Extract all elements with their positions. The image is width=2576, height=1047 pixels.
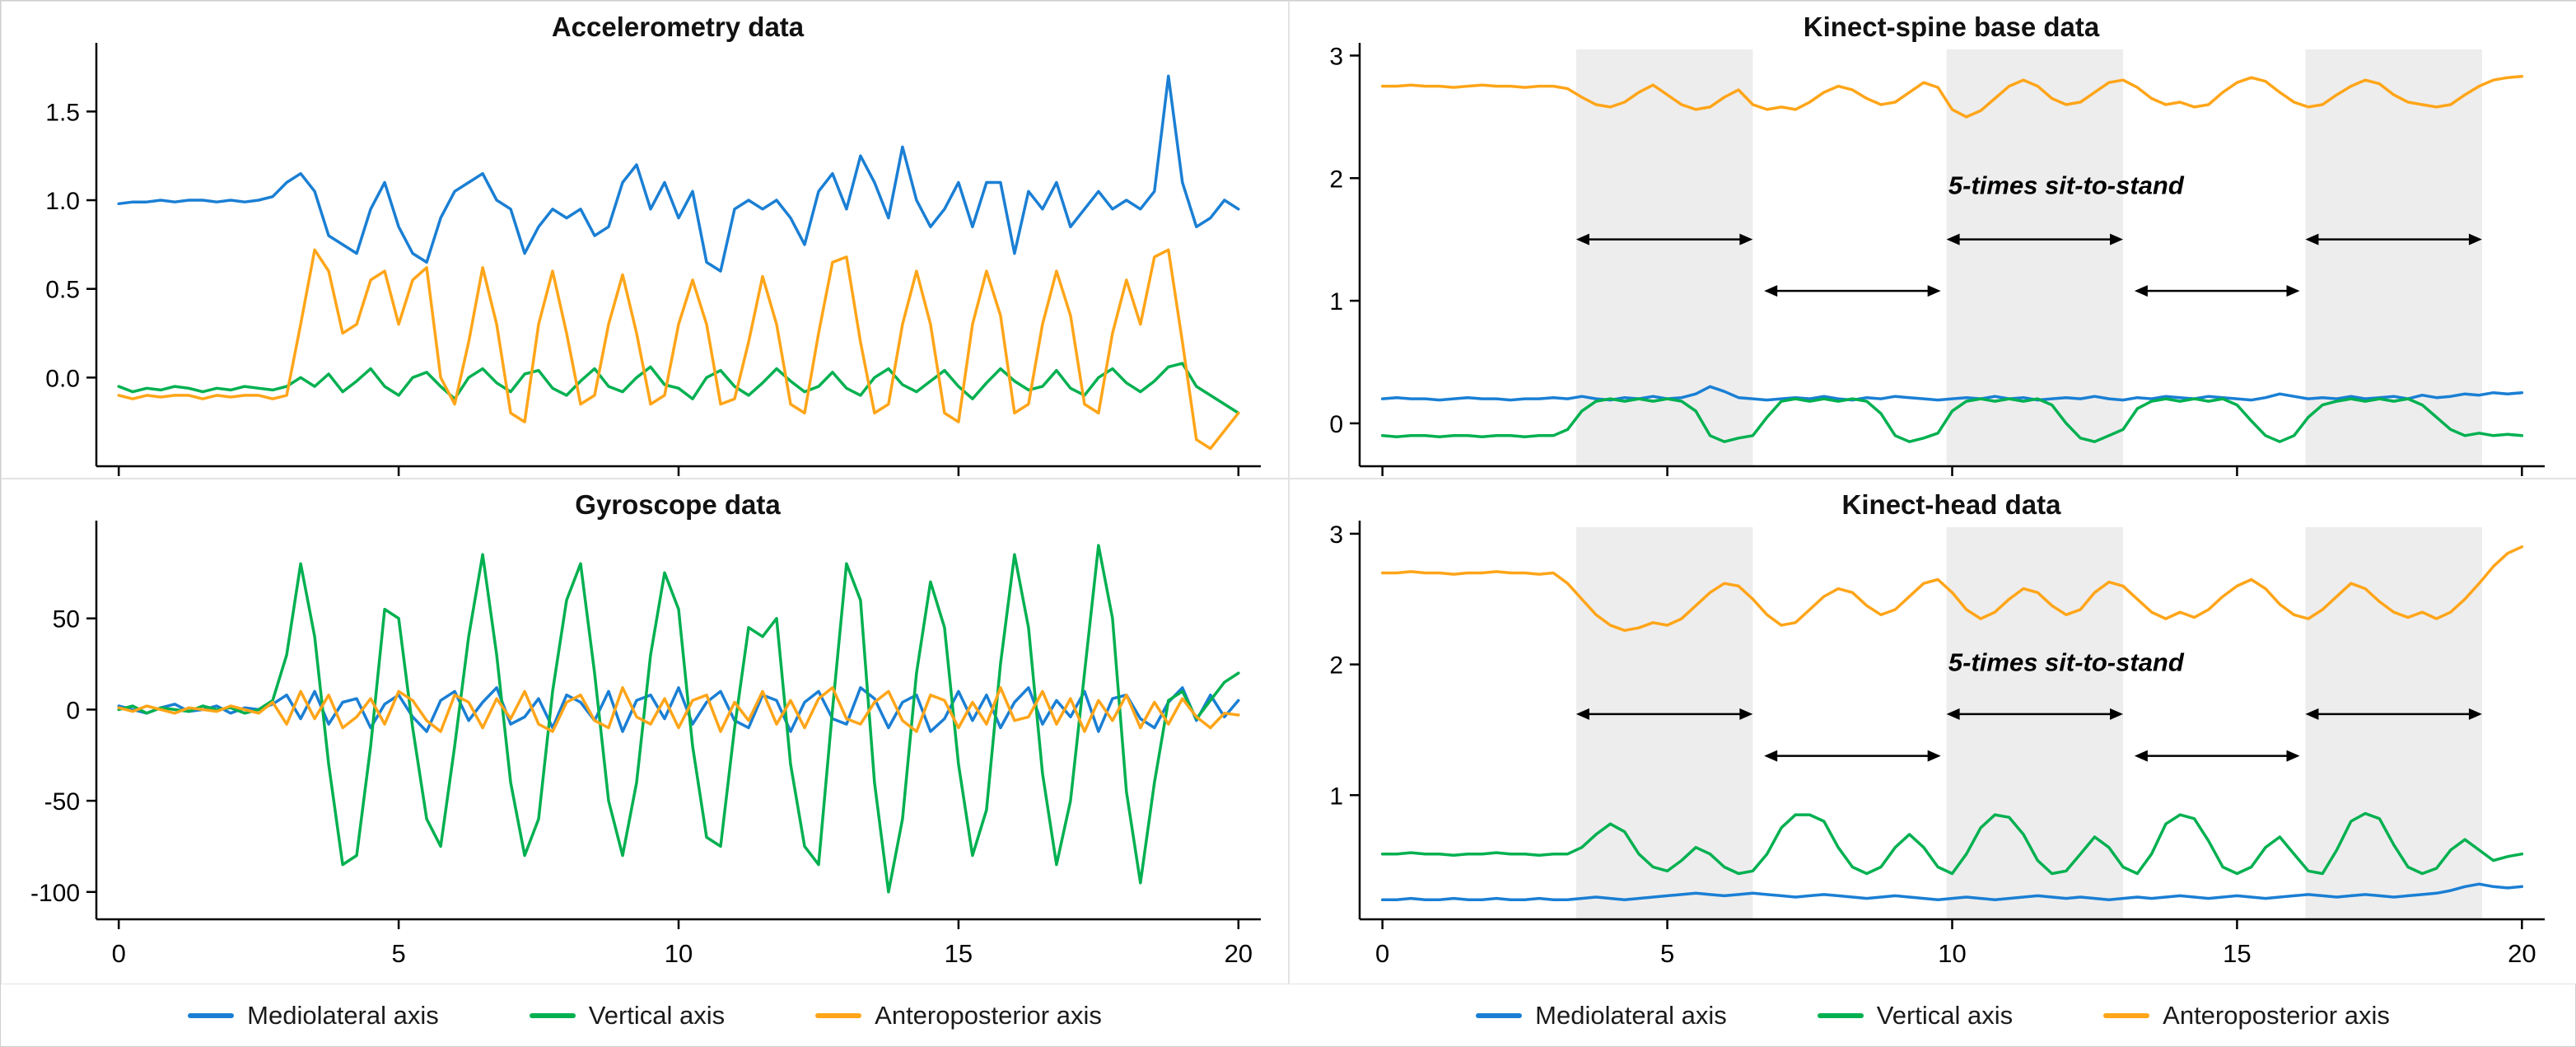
- mediolateral-legend-label: Mediolateral axis: [1535, 1000, 1727, 1030]
- accelerometry-title: Accelerometry data: [551, 12, 805, 42]
- anteroposterior-legend-label: Anteroposterior axis: [2163, 1000, 2390, 1030]
- legend-item-anteroposterior: Anteroposterior axis: [2103, 1001, 2390, 1031]
- svg-text:0: 0: [66, 697, 80, 724]
- svg-text:5-times sit-to-stand: 5-times sit-to-stand: [1948, 648, 2185, 677]
- legend-item-vertical: Vertical axis: [529, 1000, 726, 1031]
- svg-text:15: 15: [945, 939, 973, 968]
- vertical-line-swatch: [529, 1012, 576, 1018]
- mediolateral-line-swatch: [188, 1012, 235, 1018]
- kinect-head-plot: 1 2 3 0 5 10 15 20 5-times sit-to-stand: [1329, 521, 2545, 968]
- legend-kinect: Mediolateral axis Vertical axis Anteropo…: [1289, 984, 2576, 1046]
- chart-kinect-spine-base: Kinect-spine base data 0 1 2 3 5-times sit-t…: [1289, 1, 2576, 479]
- svg-text:0.0: 0.0: [45, 365, 80, 392]
- svg-text:1: 1: [1329, 783, 1343, 810]
- kinect-head-title: Kinect-head data: [1841, 489, 2061, 520]
- svg-text:20: 20: [2508, 939, 2536, 968]
- svg-text:0: 0: [1329, 411, 1343, 438]
- kinect-spine-base-title: Kinect-spine base data: [1803, 12, 2100, 42]
- vertical-legend-label: Vertical axis: [588, 1000, 726, 1030]
- accelerometry-plot: 0.0 0.5 1.0 1.5: [45, 43, 1261, 476]
- anteroposterior-line-swatch: [2103, 1012, 2150, 1018]
- svg-text:0.5: 0.5: [45, 277, 80, 304]
- legend-item-vertical: Vertical axis: [1817, 1000, 2014, 1031]
- column-kinect: Kinect-spine base data 0 1 2 3 5-times sit-t…: [1289, 1, 2576, 1046]
- vertical-legend-label: Vertical axis: [1876, 1000, 2014, 1030]
- legend-item-mediolateral: Mediolateral axis: [188, 1001, 439, 1031]
- legend-item-mediolateral: Mediolateral axis: [1476, 1001, 1727, 1031]
- svg-text:15: 15: [2223, 939, 2251, 968]
- mediolateral-line-swatch: [1476, 1012, 1523, 1018]
- anteroposterior-legend-label: Anteroposterior axis: [875, 1000, 1102, 1030]
- anteroposterior-line-swatch: [815, 1012, 862, 1018]
- svg-text:1.0: 1.0: [45, 188, 80, 215]
- svg-text:3: 3: [1329, 43, 1343, 70]
- chart-accelerometry: Accelerometry data 0.0 0.5 1.0 1.5: [1, 1, 1289, 479]
- svg-text:10: 10: [1938, 939, 1966, 968]
- svg-text:5: 5: [1660, 939, 1674, 968]
- svg-text:-100: -100: [30, 880, 80, 907]
- legend-wearable: Mediolateral axis Vertical axis Anteropo…: [1, 984, 1289, 1046]
- mediolateral-legend-label: Mediolateral axis: [247, 1000, 439, 1030]
- gyroscope-plot: -100 -50 0 50 0 5 10 15 20: [30, 521, 1261, 968]
- svg-text:50: 50: [53, 606, 80, 633]
- svg-text:1.5: 1.5: [45, 99, 80, 126]
- svg-text:5: 5: [391, 939, 405, 968]
- svg-text:10: 10: [665, 939, 693, 968]
- svg-text:0: 0: [112, 939, 126, 968]
- kinect-spine-base-plot: 0 1 2 3 5-times sit-to-stand: [1329, 43, 2545, 476]
- vertical-line-swatch: [1817, 1012, 1864, 1018]
- svg-text:5-times sit-to-stand: 5-times sit-to-stand: [1948, 171, 2185, 200]
- chart-kinect-head: Kinect-head data 1 2 3 0 5 10 15 20 5-times sit-…: [1289, 479, 2576, 984]
- svg-text:1: 1: [1329, 288, 1343, 316]
- chart-gyroscope: Gyroscope data -100 -50 0 50 0 5 10 15 20: [1, 479, 1289, 984]
- svg-text:2: 2: [1329, 166, 1343, 193]
- gyroscope-title: Gyroscope data: [575, 489, 781, 520]
- svg-text:-50: -50: [44, 788, 80, 816]
- column-wearable-sensors: Accelerometry data 0.0 0.5 1.0 1.5 Gyroscop…: [1, 1, 1289, 1046]
- legend-item-anteroposterior: Anteroposterior axis: [815, 1001, 1102, 1031]
- svg-text:3: 3: [1329, 521, 1343, 549]
- svg-text:0: 0: [1375, 939, 1389, 968]
- svg-text:2: 2: [1329, 652, 1343, 680]
- svg-text:20: 20: [1225, 939, 1253, 968]
